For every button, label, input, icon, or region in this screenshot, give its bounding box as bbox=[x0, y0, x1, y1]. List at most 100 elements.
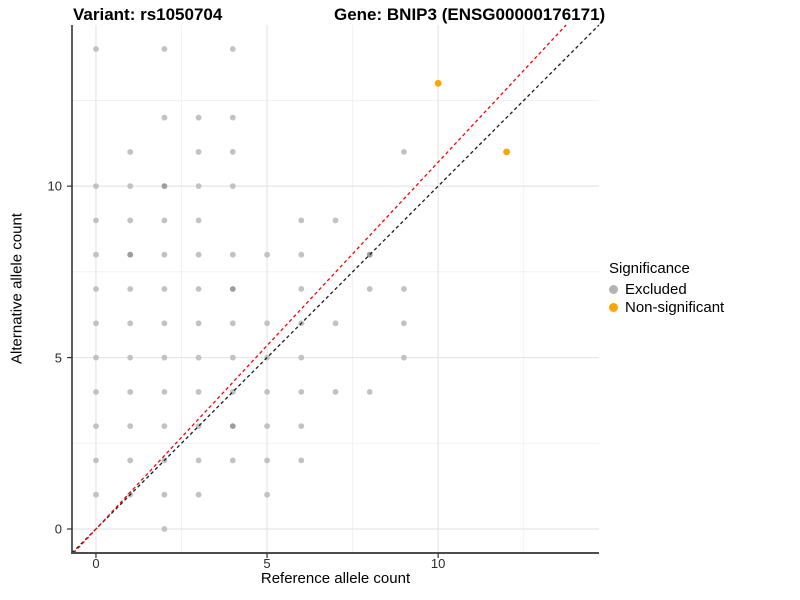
excluded-point bbox=[298, 354, 305, 361]
excluded-point bbox=[93, 286, 99, 292]
excluded-point bbox=[127, 217, 134, 224]
excluded-point bbox=[127, 183, 134, 190]
excluded-point bbox=[298, 389, 305, 395]
excluded-point bbox=[195, 251, 202, 258]
excluded-point bbox=[127, 149, 134, 155]
excluded-point bbox=[195, 183, 202, 190]
x-axis-label: Reference allele count bbox=[260, 570, 411, 587]
excluded-point bbox=[229, 149, 236, 155]
excluded-point bbox=[229, 354, 236, 361]
legend-item-excluded: Excluded bbox=[609, 280, 724, 298]
excluded-point bbox=[127, 286, 134, 292]
excluded-point bbox=[229, 251, 236, 258]
excluded-point bbox=[127, 320, 134, 327]
excluded-point bbox=[366, 389, 373, 395]
excluded-point bbox=[298, 286, 305, 292]
excluded-point bbox=[93, 320, 99, 327]
excluded-point bbox=[264, 457, 270, 464]
excluded-point bbox=[298, 217, 305, 224]
excluded-point bbox=[366, 286, 373, 292]
excluded-point bbox=[332, 217, 339, 224]
y-tick-label: 10 bbox=[47, 178, 62, 194]
excluded-point bbox=[195, 114, 202, 121]
non-significant-point bbox=[434, 79, 442, 87]
excluded-point bbox=[161, 526, 168, 532]
excluded-point bbox=[195, 149, 202, 155]
excluded-point bbox=[229, 320, 236, 327]
excluded-point bbox=[264, 491, 270, 498]
legend-item-label: Excluded bbox=[625, 280, 687, 298]
excluded-point bbox=[195, 320, 202, 327]
excluded-point bbox=[401, 286, 407, 292]
excluded-point bbox=[161, 320, 168, 327]
excluded-point bbox=[229, 286, 236, 292]
excluded-point bbox=[161, 183, 168, 190]
excluded-point bbox=[93, 217, 99, 224]
excluded-point bbox=[161, 491, 168, 498]
excluded-point bbox=[229, 183, 236, 190]
y-tick-label: 5 bbox=[54, 350, 62, 366]
excluded-point bbox=[401, 149, 407, 155]
excluded-point bbox=[93, 457, 99, 464]
x-tick-label: 0 bbox=[92, 556, 100, 571]
legend-title: Significance bbox=[609, 260, 690, 277]
plot-title-variant: Variant: rs1050704 bbox=[73, 5, 223, 24]
identity-line bbox=[71, 24, 600, 554]
excluded-point bbox=[298, 423, 305, 429]
excluded-point bbox=[229, 457, 236, 464]
excluded-point bbox=[161, 354, 168, 361]
excluded-point bbox=[161, 389, 168, 395]
legend-item-label: Non-significant bbox=[625, 298, 725, 316]
excluded-point bbox=[195, 491, 202, 498]
excluded-point bbox=[127, 251, 134, 258]
excluded-point bbox=[401, 354, 407, 361]
excluded-point bbox=[298, 457, 305, 464]
y-tick-label: 0 bbox=[54, 521, 62, 537]
legend-items: Excluded Non-significant bbox=[609, 280, 724, 316]
excluded-point bbox=[264, 320, 270, 327]
excluded-point bbox=[298, 251, 305, 258]
x-tick-label: 5 bbox=[263, 556, 271, 571]
excluded-point bbox=[195, 354, 202, 361]
legend-key-dot-icon bbox=[609, 284, 618, 294]
excluded-point bbox=[401, 320, 407, 327]
legend: Significance Excluded Non-significant bbox=[609, 260, 724, 316]
legend-item-non-significant: Non-significant bbox=[609, 298, 724, 316]
excluded-point bbox=[264, 389, 270, 395]
excluded-point bbox=[127, 389, 134, 395]
excluded-point bbox=[229, 46, 236, 52]
excluded-point bbox=[264, 423, 270, 429]
non-significant-point bbox=[503, 148, 510, 156]
excluded-point bbox=[264, 251, 270, 258]
fit-line bbox=[73, 24, 567, 554]
excluded-point bbox=[127, 354, 134, 361]
excluded-point bbox=[93, 491, 99, 498]
excluded-point bbox=[127, 457, 134, 464]
excluded-point bbox=[161, 251, 168, 258]
excluded-point bbox=[161, 46, 168, 52]
excluded-point bbox=[93, 183, 99, 190]
excluded-point bbox=[161, 423, 168, 429]
excluded-point bbox=[93, 423, 99, 429]
excluded-point bbox=[229, 423, 236, 429]
excluded-point bbox=[161, 217, 168, 224]
excluded-point bbox=[195, 217, 202, 224]
excluded-point bbox=[93, 251, 99, 258]
x-tick-label: 10 bbox=[430, 556, 446, 571]
excluded-point bbox=[195, 286, 202, 292]
legend-key-dot-icon bbox=[609, 302, 618, 312]
excluded-point bbox=[332, 320, 339, 327]
excluded-point bbox=[93, 354, 99, 361]
excluded-point bbox=[93, 389, 99, 395]
excluded-point bbox=[195, 389, 202, 395]
excluded-point bbox=[332, 389, 339, 395]
excluded-point bbox=[195, 457, 202, 464]
excluded-point bbox=[161, 114, 168, 121]
excluded-point bbox=[93, 46, 99, 52]
excluded-point bbox=[229, 114, 236, 121]
excluded-point bbox=[161, 286, 168, 292]
excluded-point bbox=[127, 423, 134, 429]
plot-title-gene: Gene: BNIP3 (ENSG00000176171) bbox=[334, 5, 606, 24]
